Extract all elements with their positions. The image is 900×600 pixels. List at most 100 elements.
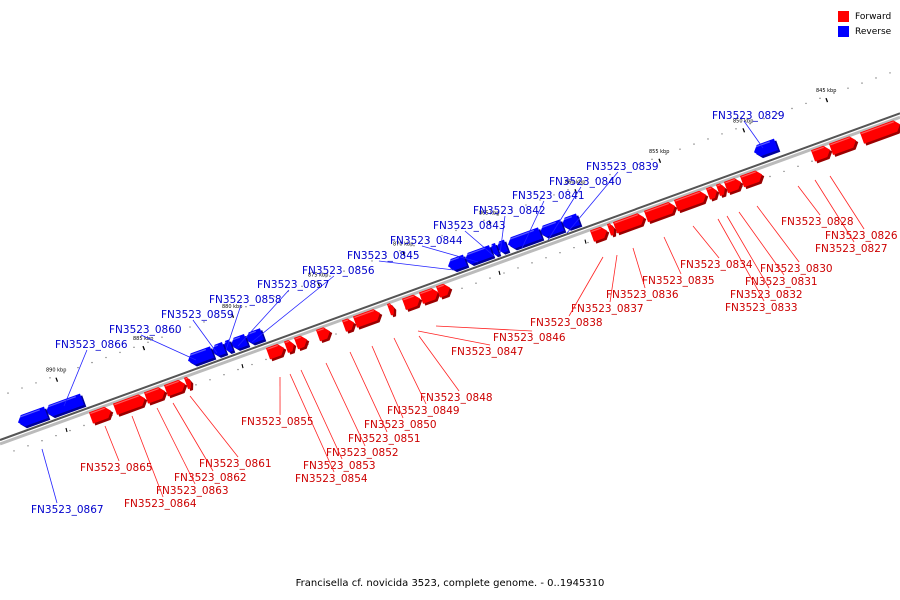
gene-label[interactable]: FN3523_0859 — [161, 309, 234, 321]
gene-label[interactable]: FN3523_0830 — [760, 263, 833, 275]
gene-label[interactable]: FN3523_0831 — [745, 276, 818, 288]
gene-arrow-fn3523-0849[interactable] — [386, 302, 398, 318]
gene-arrow-fn3523-0826[interactable] — [859, 118, 900, 146]
gene-label[interactable]: FN3523_0856 — [302, 265, 375, 277]
gene-label[interactable]: FN3523_0839 — [586, 161, 659, 173]
gene-arrow-fn3523-0829[interactable] — [752, 138, 781, 160]
gene-label[interactable]: FN3523_0862 — [174, 472, 247, 484]
gene-arrow-fn3523-0838[interactable] — [589, 225, 611, 245]
gene-label[interactable]: FN3523_0865 — [80, 462, 153, 474]
gene-label[interactable]: FN3523_0852 — [326, 447, 399, 459]
gene-arrow-fn3523-0845[interactable] — [446, 254, 470, 274]
gene-label[interactable]: FN3523_0849 — [387, 405, 460, 417]
gene-label[interactable]: FN3523_0846 — [493, 332, 566, 344]
gene-label[interactable]: FN3523_0844 — [390, 235, 463, 247]
gene-label[interactable]: FN3523_0836 — [606, 289, 679, 301]
gene-highlight — [185, 377, 188, 380]
gene-label[interactable]: FN3523_0843 — [433, 220, 506, 232]
gene-arrow-fn3523-0861[interactable] — [183, 376, 195, 392]
gene-label[interactable]: FN3523_0832 — [730, 289, 803, 301]
gene-label[interactable]: FN3523_0854 — [295, 473, 368, 485]
gene-arrow-fn3523-0842[interactable] — [495, 239, 511, 256]
gene-arrow-fn3523-0846[interactable] — [418, 286, 442, 306]
gene-label[interactable]: FN3523_0835 — [642, 275, 715, 287]
gene-highlight — [388, 304, 391, 306]
lower-tick — [498, 270, 501, 275]
gene-arrow-fn3523-0831[interactable] — [723, 176, 745, 196]
gene-label[interactable]: FN3523_0866 — [55, 339, 128, 351]
gene-arrow-fn3523-0847[interactable] — [401, 292, 424, 312]
gene-arrow-fn3523-0827[interactable] — [828, 134, 860, 157]
gene-arrow-fn3523-0834[interactable] — [673, 189, 710, 214]
gene-label[interactable]: FN3523_0851 — [348, 433, 421, 445]
kbp-tick — [742, 128, 746, 133]
gene-label[interactable]: FN3523_0858 — [209, 294, 282, 306]
leader-line — [417, 330, 491, 346]
kbp-tick — [317, 282, 321, 287]
gene-label[interactable]: FN3523_0838 — [530, 317, 603, 329]
scale-dot — [693, 143, 695, 145]
gene-label[interactable]: FN3523_0827 — [815, 243, 888, 255]
gene-arrow-fn3523-0855[interactable] — [265, 342, 288, 362]
gene-label[interactable]: FN3523_0829 — [712, 110, 785, 122]
gene-arrow-fn3523-0836[interactable] — [612, 211, 648, 236]
scale-dot — [371, 260, 373, 262]
gene-arrow-fn3523-0837[interactable] — [606, 222, 618, 238]
gene-body — [341, 318, 354, 332]
gene-arrow-fn3523-0863[interactable] — [143, 385, 169, 406]
gene-label[interactable]: FN3523_0857 — [257, 279, 330, 291]
gene-label[interactable]: FN3523_0847 — [451, 346, 524, 358]
gene-highlight — [230, 336, 240, 342]
gene-highlight — [490, 244, 493, 247]
leader-line — [663, 236, 682, 275]
lower-tick — [241, 364, 244, 369]
leader-line — [738, 211, 785, 276]
gene-label[interactable]: FN3523_0833 — [725, 302, 798, 314]
gene-arrow-fn3523-0833[interactable] — [705, 185, 721, 202]
gene-label[interactable]: FN3523_0834 — [680, 259, 753, 271]
gene-highlight — [343, 319, 349, 323]
gene-arrow-fn3523-0851[interactable] — [341, 316, 358, 334]
gene-label[interactable]: FN3523_0841 — [512, 190, 585, 202]
gene-arrow-fn3523-0860[interactable] — [186, 346, 217, 369]
gene-label[interactable]: FN3523_0864 — [124, 498, 197, 510]
gene-label[interactable]: FN3523_0863 — [156, 485, 229, 497]
gene-arrow-fn3523-0853[interactable] — [293, 333, 311, 352]
gene-label[interactable]: FN3523_0853 — [303, 460, 376, 472]
gene-arrow-fn3523-0862[interactable] — [163, 378, 189, 399]
gene-arrow-fn3523-0850[interactable] — [352, 307, 384, 330]
gene-arrow-fn3523-0859[interactable] — [210, 342, 229, 360]
gene-label[interactable]: FN3523_0848 — [420, 392, 493, 404]
leader-line — [349, 351, 388, 433]
gene-arrow-fn3523-0832[interactable] — [715, 182, 729, 199]
gene-label[interactable]: FN3523_0828 — [781, 216, 854, 228]
gene-arrow-fn3523-0857[interactable] — [229, 334, 251, 354]
gene-label[interactable]: FN3523_0867 — [31, 504, 104, 516]
gene-label[interactable]: FN3523_0850 — [364, 419, 437, 431]
scale-dot — [385, 255, 387, 257]
gene-label[interactable]: FN3523_0837 — [571, 303, 644, 315]
gene-arrow-fn3523-0839[interactable] — [560, 213, 583, 233]
gene-arrow-fn3523-0828[interactable] — [810, 144, 834, 164]
gene-arrow-fn3523-0848[interactable] — [435, 281, 454, 300]
gene-label[interactable]: FN3523_0855 — [241, 416, 314, 428]
legend-forward: Forward — [838, 9, 891, 24]
gene-highlight — [17, 409, 40, 419]
leader-line — [566, 171, 619, 234]
gene-arrow-fn3523-0867[interactable] — [16, 406, 51, 430]
gene-label[interactable]: FN3523_0842 — [473, 205, 546, 217]
gene-label[interactable]: FN3523_0826 — [825, 230, 898, 242]
gene-label[interactable]: FN3523_0845 — [347, 250, 420, 262]
gene-arrow-fn3523-0854[interactable] — [283, 338, 298, 355]
gene-label[interactable]: FN3523_0840 — [549, 176, 622, 188]
gene-arrow-fn3523-0835[interactable] — [643, 200, 679, 225]
gene-arrow-fn3523-0866[interactable] — [44, 393, 87, 420]
gene-arrow-fn3523-0864[interactable] — [112, 392, 149, 417]
scale-dot — [819, 97, 821, 100]
gene-highlight — [295, 336, 301, 340]
gene-label[interactable]: FN3523_0860 — [109, 324, 182, 336]
gene-arrow-fn3523-0865[interactable] — [88, 405, 115, 426]
gene-arrow-fn3523-0830[interactable] — [739, 168, 766, 190]
gene-arrow-fn3523-0852[interactable] — [315, 325, 334, 344]
gene-label[interactable]: FN3523_0861 — [199, 458, 272, 470]
